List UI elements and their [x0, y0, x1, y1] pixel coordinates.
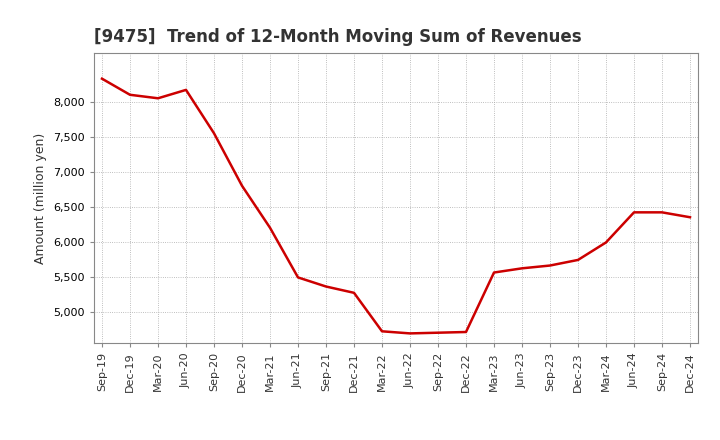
- Y-axis label: Amount (million yen): Amount (million yen): [35, 132, 48, 264]
- Text: [9475]  Trend of 12-Month Moving Sum of Revenues: [9475] Trend of 12-Month Moving Sum of R…: [94, 28, 581, 46]
